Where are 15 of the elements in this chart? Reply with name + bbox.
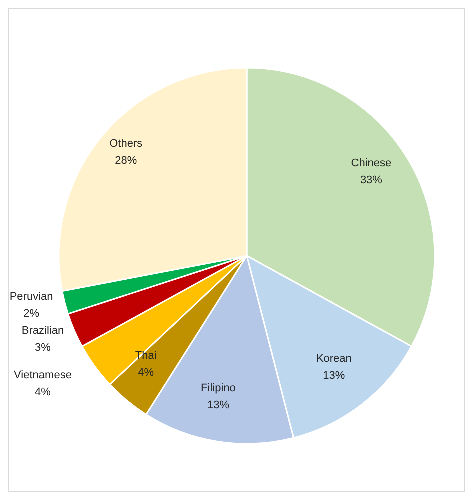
slice-label: Peruvian [10,290,54,303]
data-label: 4% [138,366,154,379]
data-label: 4% [35,386,52,399]
data-label: 13% [207,400,230,412]
slice-label: Chinese [351,157,392,170]
data-label: 28% [115,155,138,168]
data-label: 2% [24,308,40,320]
slice-label: Brazilian [22,324,64,337]
data-label: 13% [323,370,346,382]
slice-label: Vietnamese [14,370,72,382]
slice-label: Korean [316,352,352,365]
data-label: 3% [35,342,52,354]
slice-label: Others [110,138,144,150]
data-label: 33% [360,174,383,186]
slice-label: Filipino [201,382,236,395]
